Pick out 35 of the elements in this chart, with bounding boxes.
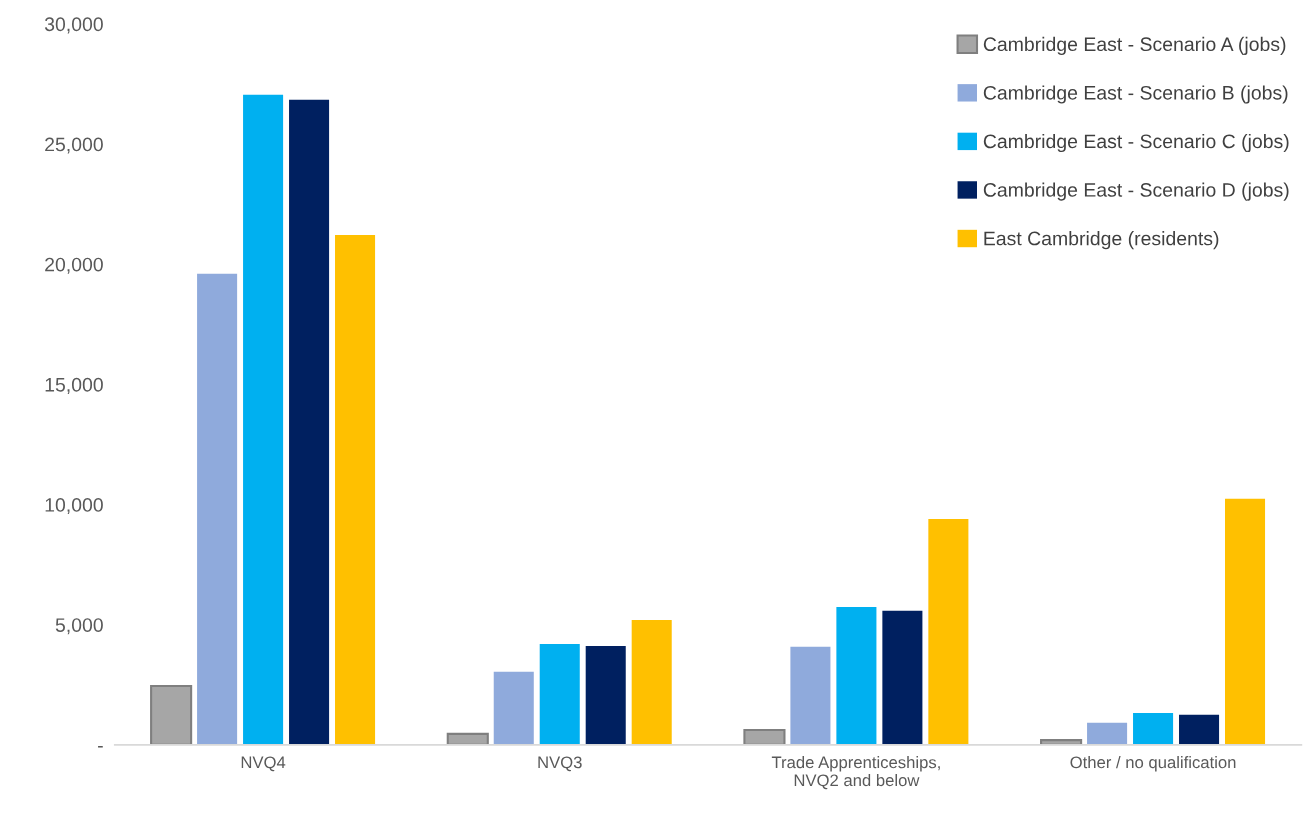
x-tick-label: NVQ4 [241, 756, 286, 772]
bar [243, 94, 284, 745]
bar [1087, 722, 1128, 745]
y-tick-label: - [98, 746, 103, 748]
bar [882, 610, 923, 745]
bar [743, 728, 786, 745]
y-tick-label: 10,000 [45, 498, 103, 515]
bar [1133, 712, 1174, 745]
x-tick-label: Other / no qualification [1070, 756, 1236, 772]
bar [197, 273, 238, 745]
legend-label: Cambridge East - Scenario C (jobs) [983, 133, 1289, 153]
x-tick-label: NVQ3 [538, 756, 582, 772]
y-tick-label: 5,000 [55, 618, 103, 635]
bar [631, 619, 672, 745]
bar [446, 732, 489, 745]
y-tick-label: 25,000 [45, 137, 103, 154]
bar [150, 684, 193, 745]
y-tick-label: 20,000 [45, 257, 103, 274]
bar [1179, 714, 1220, 745]
bar [289, 99, 330, 745]
bar [539, 643, 580, 745]
legend-label: Cambridge East - Scenario B (jobs) [983, 85, 1288, 104]
y-tick-label: 15,000 [45, 377, 103, 394]
bar [585, 645, 626, 745]
legend-label: Cambridge East - Scenario A (jobs) [983, 36, 1286, 55]
bar [493, 671, 534, 745]
y-tick-label: 30,000 [44, 17, 103, 34]
bar [836, 606, 877, 745]
legend-label: Cambridge East - Scenario D (jobs) [983, 182, 1289, 201]
legend-label: East Cambridge (residents) [984, 231, 1219, 250]
bar [1225, 498, 1266, 745]
bar [928, 518, 969, 745]
x-tick-label: Trade Apprenticeships, NVQ2 and below [771, 756, 940, 790]
bar [335, 234, 376, 745]
bar [790, 646, 831, 745]
